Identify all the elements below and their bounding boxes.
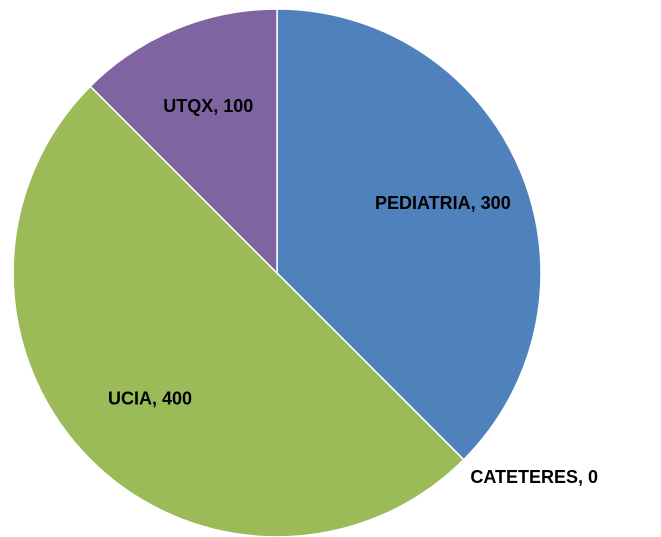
data-label: UTQX, 100 (163, 96, 253, 116)
pie-slice: UCIA (12, 85, 465, 537)
data-label: CATETERES, 0 (470, 467, 598, 487)
pie-slice: UTQX (89, 8, 278, 275)
data-label: PEDIATRIA, 300 (375, 193, 511, 213)
data-label: UCIA, 400 (108, 389, 192, 409)
pie-slice: PEDIATRIA (276, 8, 542, 461)
